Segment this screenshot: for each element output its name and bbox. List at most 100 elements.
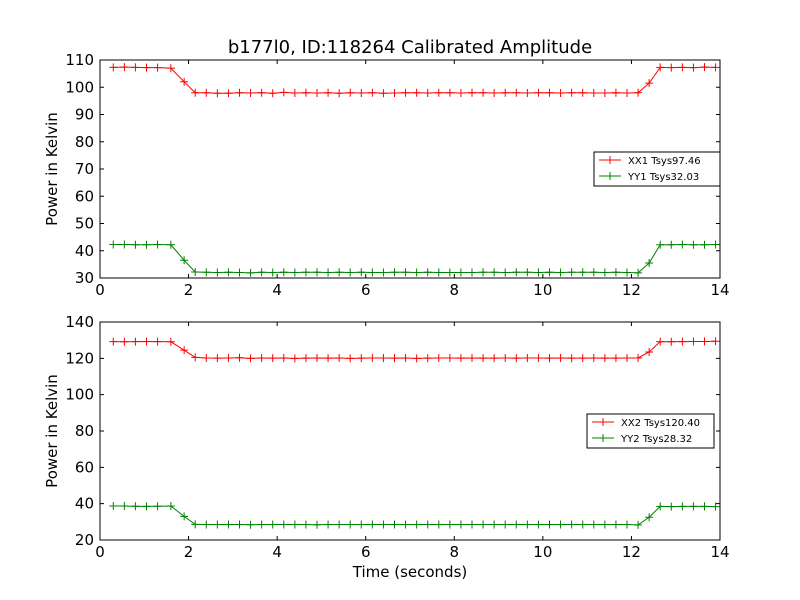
x-tick-label: 4 bbox=[272, 543, 282, 561]
data-point bbox=[678, 337, 687, 346]
data-point bbox=[667, 337, 676, 346]
data-point bbox=[390, 520, 399, 529]
y-tick-label: 80 bbox=[75, 133, 94, 151]
data-point bbox=[324, 88, 333, 97]
data-point bbox=[501, 88, 510, 97]
data-point bbox=[246, 520, 255, 529]
data-point bbox=[545, 268, 554, 277]
data-point bbox=[589, 88, 598, 97]
data-point bbox=[479, 88, 488, 97]
data-point bbox=[656, 240, 665, 249]
data-point bbox=[191, 268, 200, 277]
data-point bbox=[301, 268, 310, 277]
data-point bbox=[166, 337, 175, 346]
y-tick-label: 30 bbox=[75, 269, 94, 287]
x-axis-label: Time (seconds) bbox=[352, 563, 468, 581]
data-point bbox=[468, 268, 476, 277]
data-point bbox=[246, 88, 255, 97]
data-point bbox=[142, 63, 151, 72]
data-point bbox=[246, 354, 255, 363]
data-point bbox=[501, 268, 510, 277]
data-point bbox=[368, 520, 377, 529]
data-point bbox=[700, 502, 709, 511]
data-point bbox=[191, 353, 200, 362]
data-point bbox=[523, 353, 532, 362]
y-tick-label: 40 bbox=[75, 242, 94, 260]
data-point bbox=[645, 259, 654, 268]
data-point bbox=[166, 64, 175, 73]
data-point bbox=[623, 268, 631, 277]
legend-swatch bbox=[599, 172, 621, 180]
data-point bbox=[490, 354, 499, 363]
data-point bbox=[667, 502, 676, 511]
data-point bbox=[166, 240, 175, 249]
data-point bbox=[279, 268, 288, 277]
data-point bbox=[523, 88, 532, 97]
data-point bbox=[445, 353, 454, 362]
data-point bbox=[623, 520, 631, 529]
data-point bbox=[468, 88, 476, 97]
data-point bbox=[534, 268, 543, 277]
data-point bbox=[689, 240, 698, 249]
data-point bbox=[656, 502, 665, 511]
data-point bbox=[153, 240, 162, 249]
data-point bbox=[346, 520, 355, 529]
x-tick-label: 8 bbox=[450, 543, 460, 561]
data-point bbox=[268, 520, 277, 529]
data-point bbox=[131, 63, 140, 72]
data-point bbox=[711, 502, 720, 511]
data-point bbox=[313, 353, 321, 362]
y-axis-label: Power in Kelvin bbox=[43, 112, 61, 226]
data-point bbox=[120, 63, 129, 72]
legend-label: YY2 Tsys28.32 bbox=[620, 434, 692, 445]
data-point bbox=[357, 354, 366, 363]
data-point bbox=[379, 353, 388, 362]
data-point bbox=[423, 520, 432, 529]
legend-box bbox=[593, 151, 721, 187]
data-point bbox=[556, 353, 565, 362]
data-point bbox=[142, 337, 151, 346]
x-tick-label: 0 bbox=[95, 281, 105, 299]
data-point bbox=[401, 268, 410, 277]
x-tick-label: 14 bbox=[710, 543, 729, 561]
data-point bbox=[412, 354, 421, 363]
data-point bbox=[335, 89, 344, 98]
data-point bbox=[202, 268, 211, 277]
data-point bbox=[423, 88, 432, 97]
x-tick-label: 12 bbox=[622, 281, 641, 299]
data-point bbox=[468, 353, 476, 362]
data-point bbox=[120, 502, 129, 511]
data-point bbox=[368, 353, 377, 362]
data-point bbox=[501, 353, 510, 362]
legend-label: YY1 Tsys32.03 bbox=[627, 172, 699, 183]
data-point bbox=[645, 347, 654, 356]
data-point bbox=[180, 256, 189, 265]
data-point bbox=[600, 520, 609, 529]
data-point bbox=[512, 354, 521, 363]
data-point bbox=[589, 520, 598, 529]
data-point bbox=[401, 520, 410, 529]
data-point bbox=[689, 502, 698, 511]
data-point bbox=[335, 520, 344, 529]
data-point bbox=[131, 337, 140, 346]
y-tick-label: 90 bbox=[75, 106, 94, 124]
data-point bbox=[142, 502, 151, 511]
data-point bbox=[191, 88, 200, 97]
y-tick-label: 50 bbox=[75, 215, 94, 233]
data-point bbox=[235, 520, 244, 529]
data-point bbox=[490, 520, 499, 529]
data-point bbox=[412, 520, 421, 529]
x-tick-label: 10 bbox=[533, 281, 552, 299]
data-point bbox=[268, 268, 277, 277]
data-point bbox=[279, 520, 288, 529]
data-point bbox=[534, 353, 543, 362]
data-point bbox=[235, 353, 244, 362]
data-point bbox=[623, 88, 631, 97]
data-point bbox=[556, 268, 565, 277]
data-point bbox=[246, 268, 255, 277]
data-point bbox=[213, 520, 222, 529]
data-point bbox=[611, 88, 620, 97]
data-point bbox=[379, 268, 388, 277]
data-point bbox=[335, 268, 344, 277]
